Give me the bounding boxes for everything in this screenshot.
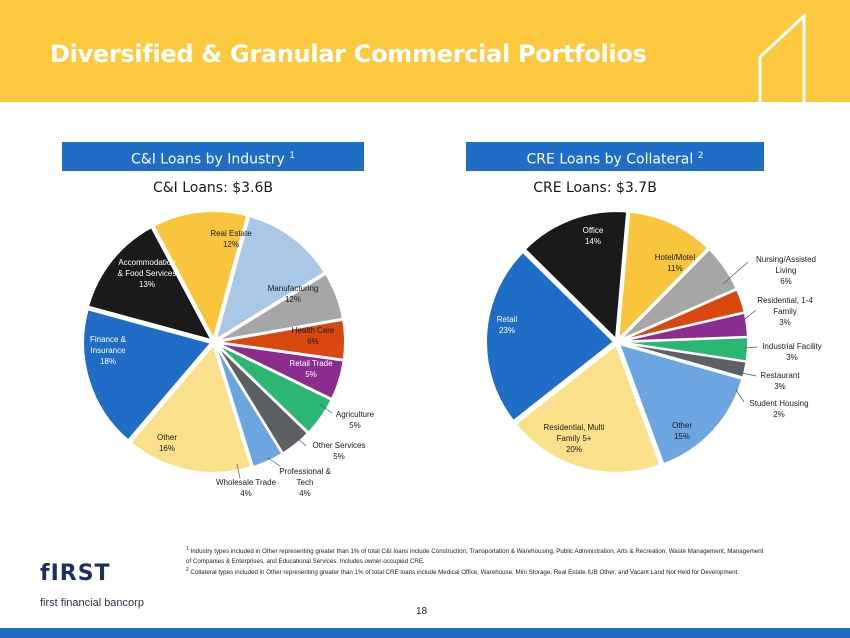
cre-pie-chart <box>485 210 749 474</box>
cre-panel-title: CRE Loans by Collateral 2 <box>466 142 764 171</box>
cre-student-housing-leader <box>735 389 745 403</box>
cre-label-office: Office 14% <box>583 226 604 246</box>
ci-label-accommodation: Accommodation & Food Services 13% <box>118 258 177 289</box>
cre-slice-student-housing <box>619 341 748 379</box>
logo-wordmark: fIRST <box>40 561 111 586</box>
ci-labels: Real Estate 12% Manufacturing 12% Health C… <box>90 229 375 498</box>
ci-label-professional-tech: Professional & Tech 4% <box>279 467 331 498</box>
ci-slice-accommodation-food-services <box>86 225 214 342</box>
ci-label-health-care: Health Care 6% <box>292 326 335 346</box>
ci-panel-title-text: C&I Loans by Industry <box>131 151 285 168</box>
ci-agriculture-leader <box>320 404 333 414</box>
cre-restaurant-leader <box>741 372 757 377</box>
ci-wholesale-leader <box>236 463 241 479</box>
cre-label-nursing: Nursing/Assisted Living 6% <box>756 255 816 286</box>
ci-panel-title-footnote-mark: 1 <box>289 151 295 161</box>
header-banner: Diversified & Granular Commercial Portfo… <box>0 0 850 102</box>
cre-label-residential-1-4: Residential, 1-4 Family 3% <box>757 296 813 327</box>
ci-panel-title: C&I Loans by Industry 1 <box>62 142 364 171</box>
cre-label-restaurant: Restaurant 3% <box>760 371 800 391</box>
ci-label-agriculture: Agriculture 5% <box>336 410 375 430</box>
cre-chart-title: CRE Loans: $3.7B <box>533 180 657 196</box>
leader-lines <box>236 261 758 479</box>
footnote-2: 2 Collateral types included in Other rep… <box>186 567 739 577</box>
cre-nursing-leader <box>722 261 749 285</box>
cre-panel-title-footnote-mark: 2 <box>697 151 704 161</box>
cre-label-hotel-motel: Hotel/Motel 11% <box>655 253 696 273</box>
ci-professional-leader <box>267 457 281 467</box>
cre-slice-hotel-motel <box>617 210 710 342</box>
page-title: Diversified & Granular Commercial Portfo… <box>50 40 647 68</box>
cre-residential14-leader <box>740 309 757 323</box>
ci-slice-finance-insurance <box>82 308 213 442</box>
cre-label-student-housing: Student Housing 2% <box>749 399 808 419</box>
ci-pie-chart <box>82 210 346 474</box>
ci-slice-health-care <box>216 272 345 342</box>
cre-slice-residential-multi-family-5 <box>514 343 662 474</box>
ci-label-other-services: Other Services 5% <box>313 441 366 461</box>
house-outline-decoration <box>758 12 806 102</box>
ci-label-wholesale-trade: Wholesale Trade 4% <box>216 478 277 498</box>
ci-label-retail-trade: Retail Trade 5% <box>289 359 333 379</box>
cre-label-industrial: Industrial Facility 3% <box>762 342 822 362</box>
company-logo: fIRST first financial bancorp <box>40 561 144 609</box>
cre-industrial-leader <box>744 346 758 349</box>
cre-slice-retail <box>485 250 616 423</box>
cre-label-residential-multi: Residential, Multi Family 5+ 20% <box>544 423 605 454</box>
ci-slice-other <box>129 342 253 474</box>
cre-panel-title-text: CRE Loans by Collateral <box>526 151 694 168</box>
ci-label-finance-insurance: Finance & Insurance 18% <box>90 335 127 366</box>
cre-label-retail: Retail 23% <box>497 315 518 335</box>
ci-label-manufacturing: Manufacturing 12% <box>268 284 319 304</box>
bottom-accent-bar <box>0 628 850 638</box>
page-number: 18 <box>416 606 428 617</box>
cre-slice-office <box>523 210 629 342</box>
ci-slice-manufacturing <box>214 214 327 342</box>
logo-subtitle: first financial bancorp <box>40 597 144 609</box>
ci-slice-real-estate <box>152 210 249 342</box>
ci-label-other: Other 16% <box>157 433 177 453</box>
cre-labels: Office 14% Hotel/Motel 11% Nursing/Assiste… <box>497 226 822 454</box>
ci-chart-title: C&I Loans: $3.6B <box>152 180 274 196</box>
cre-slice-other <box>617 342 744 466</box>
ci-other-services-leader <box>295 436 307 447</box>
ci-label-real-estate: Real Estate 12% <box>210 229 252 249</box>
ci-slice-wholesale-trade <box>214 344 284 469</box>
footnote-1: 1 Industry types included in Other repre… <box>186 546 764 565</box>
cre-label-other: Other 15% <box>672 421 692 441</box>
footnotes: 1 Industry types included in Other repre… <box>186 545 766 578</box>
